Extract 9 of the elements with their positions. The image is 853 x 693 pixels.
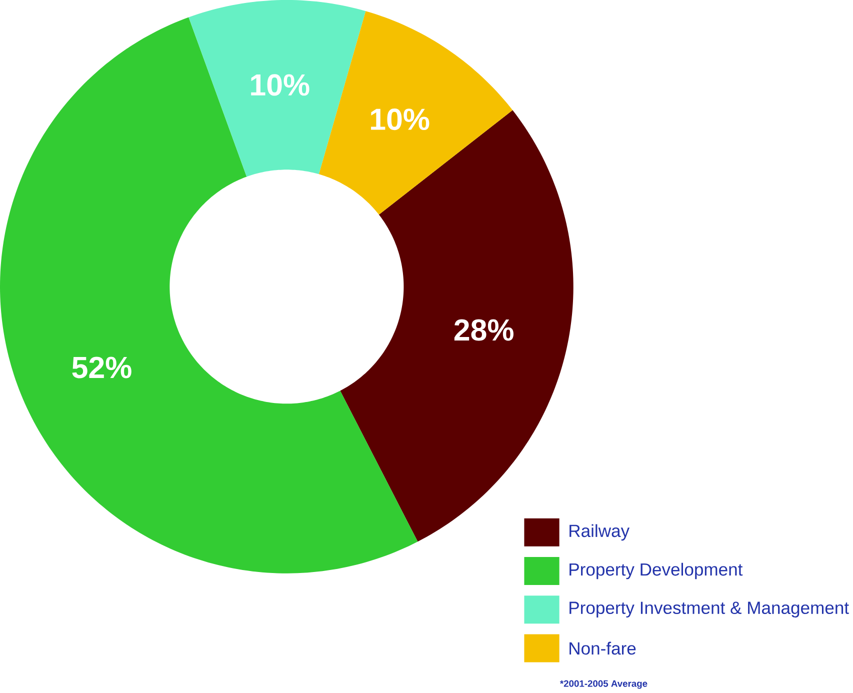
data-label: 52% [72,356,132,378]
data-label: 10% [371,108,430,130]
data-label: 28% [454,319,514,341]
legend-label: Railway [570,524,630,541]
legend-label: Property Investment & Management [570,602,849,618]
text: *2001-2005 Average [560,680,648,689]
legend-label: Property Development [570,562,743,580]
data-label: 10% [251,74,310,96]
legend-label: Non-fare [570,642,636,655]
